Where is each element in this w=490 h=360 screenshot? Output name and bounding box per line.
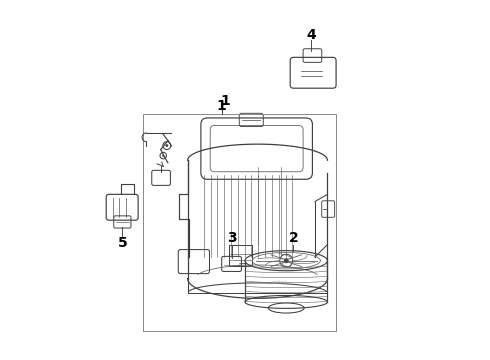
- Text: 2: 2: [289, 231, 298, 245]
- Circle shape: [284, 258, 289, 263]
- Bar: [229, 245, 252, 266]
- Circle shape: [166, 144, 168, 147]
- Circle shape: [162, 154, 164, 157]
- Text: 1: 1: [217, 99, 226, 113]
- Text: 5: 5: [118, 236, 127, 250]
- Text: 1: 1: [220, 94, 230, 108]
- Text: 4: 4: [306, 28, 316, 42]
- Text: 3: 3: [227, 231, 237, 245]
- Text: notes: notes: [271, 280, 287, 285]
